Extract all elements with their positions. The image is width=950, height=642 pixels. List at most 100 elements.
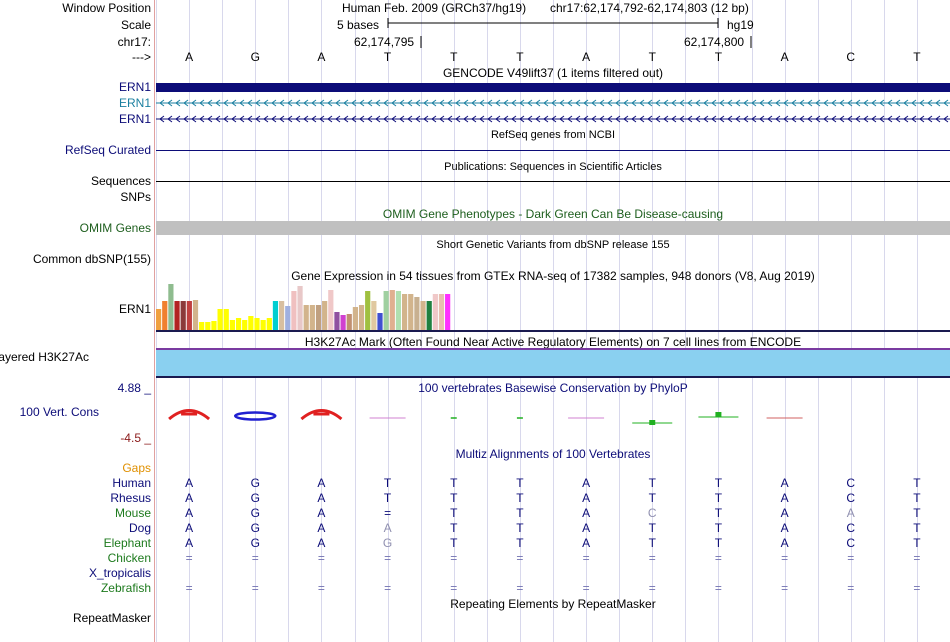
gene-label-ern1-3[interactable]: ERN1 bbox=[118, 112, 151, 126]
alignment-base: A bbox=[317, 521, 325, 535]
strand-arrow bbox=[359, 99, 365, 107]
refseq-track-title[interactable]: RefSeq genes from NCBI bbox=[490, 129, 616, 141]
gencode-gene-bar-ern1[interactable] bbox=[156, 83, 950, 92]
gtex-bar bbox=[402, 294, 408, 330]
dbsnp-track-label[interactable]: Common dbSNP(155) bbox=[32, 252, 151, 266]
strand-arrow bbox=[863, 115, 869, 123]
gencode-intron-ern1-dark[interactable] bbox=[156, 113, 950, 125]
alignment-base: A bbox=[384, 521, 392, 535]
alignment-base: = bbox=[715, 551, 722, 565]
strand-arrow bbox=[607, 99, 613, 107]
multiz-track-title[interactable]: Multiz Alignments of 100 Vertebrates bbox=[455, 447, 651, 461]
strand-arrow bbox=[367, 115, 373, 123]
conservation-track-title[interactable]: 100 vertebrates Basewise Conservation by… bbox=[418, 381, 688, 395]
publications-line[interactable] bbox=[156, 181, 950, 182]
base-letter: T bbox=[516, 50, 524, 64]
strand-arrow bbox=[175, 115, 181, 123]
alignment-base: C bbox=[846, 536, 855, 550]
strand-arrow bbox=[463, 115, 469, 123]
strand-arrow bbox=[239, 115, 245, 123]
omim-gene-bar[interactable] bbox=[156, 221, 950, 235]
gtex-gene-label[interactable]: ERN1 bbox=[118, 302, 151, 316]
h3k27ac-track-title[interactable]: H3K27Ac Mark (Often Found Near Active Re… bbox=[304, 335, 802, 349]
strand-arrow bbox=[903, 99, 909, 107]
strand-arrow bbox=[183, 99, 189, 107]
gtex-track-title[interactable]: Gene Expression in 54 tissues from GTEx … bbox=[291, 269, 815, 283]
strand-arrow bbox=[503, 99, 509, 107]
strand-arrow bbox=[191, 99, 197, 107]
sequences-track-label[interactable]: Sequences bbox=[90, 174, 151, 188]
conservation-logo-track[interactable] bbox=[156, 398, 950, 438]
repeatmasker-track-label[interactable]: RepeatMasker bbox=[72, 611, 151, 625]
gtex-bar bbox=[291, 291, 297, 330]
snps-track-label[interactable]: SNPs bbox=[120, 190, 151, 204]
track-area[interactable]: Human Feb. 2009 (GRCh37/hg19) chr17:62,1… bbox=[156, 0, 950, 642]
gtex-bar bbox=[174, 301, 180, 330]
strand-arrow bbox=[159, 115, 165, 123]
strand-arrow bbox=[631, 115, 637, 123]
repeatmasker-track-title[interactable]: Repeating Elements by RepeatMasker bbox=[450, 597, 656, 611]
strand-arrow bbox=[367, 99, 373, 107]
gtex-expression-chart[interactable] bbox=[156, 283, 950, 331]
alignment-base: A bbox=[781, 476, 789, 490]
strand-arrow bbox=[543, 99, 549, 107]
alignment-base: = bbox=[847, 551, 854, 565]
gencode-track-title[interactable]: GENCODE V49lift37 (1 items filtered out) bbox=[442, 66, 664, 80]
strand-arrow bbox=[847, 115, 853, 123]
omim-track-label[interactable]: OMIM Genes bbox=[79, 221, 151, 235]
gtex-bar bbox=[420, 301, 426, 330]
strand-arrow bbox=[303, 99, 309, 107]
cons-track-label[interactable]: 100 Vert. Cons bbox=[19, 405, 99, 419]
refseq-gene-line[interactable] bbox=[156, 150, 950, 151]
strand-arrow bbox=[495, 99, 501, 107]
strand-arrow bbox=[431, 99, 437, 107]
strand-arrow bbox=[927, 115, 933, 123]
strand-arrow bbox=[479, 115, 485, 123]
strand-arrow bbox=[391, 115, 397, 123]
dbsnp-track-title[interactable]: Short Genetic Variants from dbSNP releas… bbox=[436, 239, 670, 251]
h3k27ac-track-label[interactable]: Layered H3K27Ac bbox=[0, 350, 89, 364]
strand-arrow bbox=[823, 99, 829, 107]
strand-arrow bbox=[511, 115, 517, 123]
strand-arrow bbox=[415, 99, 421, 107]
gtex-bar bbox=[322, 301, 328, 330]
species-label-dog: Dog bbox=[128, 521, 151, 535]
strand-arrow bbox=[255, 115, 261, 123]
gtex-bar bbox=[445, 294, 451, 330]
alignment-base: T bbox=[516, 521, 524, 535]
gene-label-ern1-1[interactable]: ERN1 bbox=[118, 80, 151, 94]
strand-arrow bbox=[559, 99, 565, 107]
omim-track-title[interactable]: OMIM Gene Phenotypes - Dark Green Can Be… bbox=[382, 207, 724, 221]
strand-arrow bbox=[735, 99, 741, 107]
strand-arrow bbox=[703, 115, 709, 123]
alignment-base: T bbox=[715, 506, 723, 520]
alignment-base: A bbox=[781, 491, 789, 505]
gtex-bar bbox=[180, 301, 186, 330]
strand-arrow bbox=[447, 99, 453, 107]
alignment-base: G bbox=[251, 491, 260, 505]
gtex-bar bbox=[352, 307, 358, 330]
base-letter: T bbox=[384, 50, 392, 64]
species-label-zebrafish: Zebrafish bbox=[100, 581, 151, 595]
publications-track-title[interactable]: Publications: Sequences in Scientific Ar… bbox=[444, 161, 662, 173]
gtex-bar bbox=[235, 318, 242, 330]
multiz-alignment[interactable]: A G A T T T A T T A C TA G A T T T A T T A C TA G A = T T A C T A A TA G A A… bbox=[156, 470, 950, 600]
strand-arrow bbox=[583, 115, 589, 123]
alignment-base: = bbox=[715, 581, 722, 595]
gtex-bar bbox=[383, 291, 389, 330]
strand-arrow bbox=[287, 115, 293, 123]
strand-arrow bbox=[311, 115, 317, 123]
gtex-bar bbox=[248, 316, 254, 330]
refseq-track-label[interactable]: RefSeq Curated bbox=[64, 143, 151, 157]
strand-arrow bbox=[487, 99, 493, 107]
strand-arrow bbox=[591, 99, 597, 107]
h3k27ac-signal[interactable] bbox=[156, 350, 950, 376]
gene-label-ern1-2[interactable]: ERN1 bbox=[118, 96, 151, 110]
alignment-base: A bbox=[185, 491, 193, 505]
strand-arrow bbox=[423, 99, 429, 107]
alignment-base: T bbox=[913, 491, 921, 505]
gencode-intron-ern1-teal[interactable] bbox=[156, 97, 950, 109]
gtex-bar bbox=[279, 301, 285, 330]
cons-logo-a bbox=[300, 409, 343, 421]
